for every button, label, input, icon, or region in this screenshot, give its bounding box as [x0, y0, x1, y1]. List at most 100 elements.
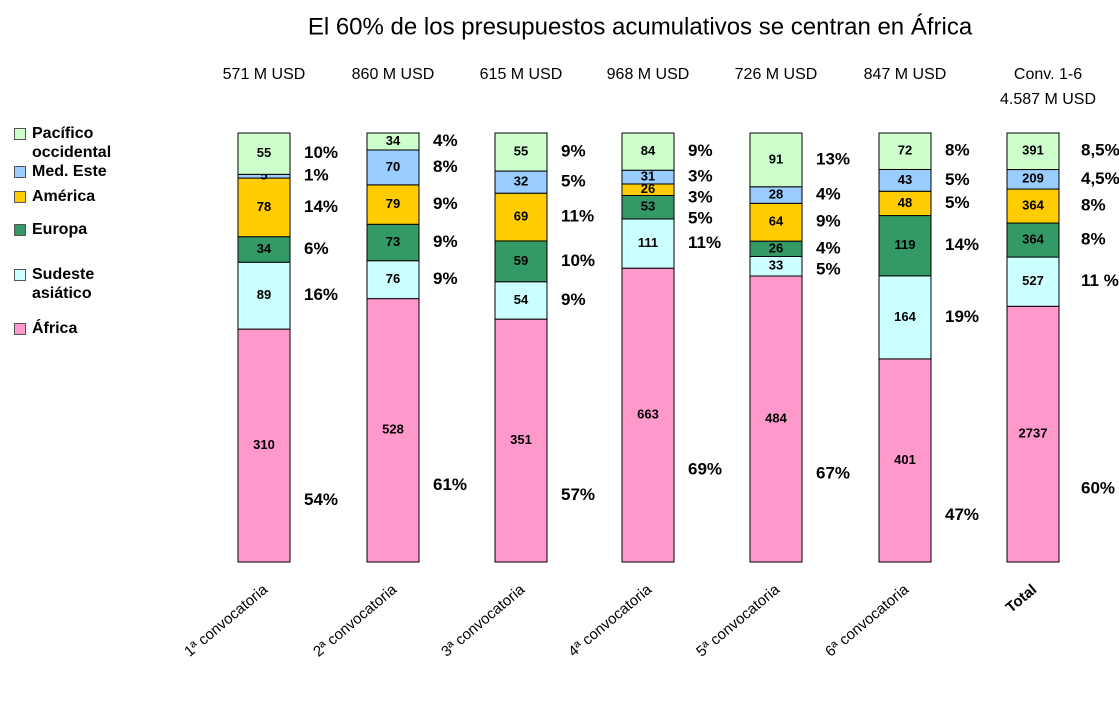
value-label: 34 [386, 133, 401, 148]
percent-label: 8,5% [1081, 141, 1119, 160]
x-tick-label: 4ª convocatoria [565, 581, 655, 661]
bar-segment [494, 240, 548, 283]
percent-label: 11 % [1081, 271, 1119, 290]
value-label: 43 [898, 172, 912, 187]
x-tick-label: 1ª convocatoria [181, 581, 271, 661]
value-label: 54 [514, 292, 529, 307]
value-label: 73 [386, 234, 400, 249]
percent-label: 9% [561, 290, 586, 309]
percent-label: 54% [304, 490, 338, 509]
bar-total-label: 571 M USD [223, 66, 306, 83]
value-label: 76 [386, 271, 400, 286]
bar-segment [1006, 256, 1060, 307]
bar-total-label: Conv. 1-6 [1014, 66, 1082, 83]
value-label: 69 [514, 209, 528, 224]
value-label: 32 [514, 174, 528, 189]
percent-label: 10% [561, 251, 595, 270]
value-label: 26 [769, 240, 783, 255]
value-label: 484 [765, 410, 787, 425]
bar-total-label: 847 M USD [864, 66, 947, 83]
bar-total-label: 726 M USD [735, 66, 818, 83]
value-label: 59 [514, 253, 528, 268]
chart-title: El 60% de los presupuestos acumulativos … [308, 13, 973, 40]
value-label: 84 [641, 143, 656, 158]
percent-label: 9% [433, 232, 458, 251]
value-label: 401 [894, 452, 916, 467]
percent-label: 69% [688, 460, 722, 479]
bar-segment [366, 132, 420, 151]
bar-segment [878, 190, 932, 217]
percent-label: 67% [816, 463, 850, 482]
percent-label: 3% [688, 188, 713, 207]
value-label: 64 [769, 214, 784, 229]
percent-label: 8% [1081, 196, 1106, 215]
percent-label: 14% [945, 235, 979, 254]
bar-segment [1006, 305, 1060, 563]
value-label: 53 [641, 199, 655, 214]
bar-segment [494, 318, 548, 563]
legend: Pacífico occidental Med. Este América Europ… [14, 124, 122, 338]
percent-label: 11% [561, 207, 594, 226]
value-label: 364 [1022, 197, 1044, 212]
value-label: 28 [769, 186, 783, 201]
value-label: 89 [257, 287, 271, 302]
percent-label: 5% [561, 172, 586, 191]
percent-label: 9% [561, 142, 586, 161]
value-label: 78 [257, 199, 271, 214]
bar-total-label: 4.587 M USD [1000, 91, 1096, 108]
legend-label: Pacífico occidental [32, 125, 112, 161]
value-label: 528 [382, 422, 404, 437]
percent-label: 16% [304, 285, 338, 304]
percent-label: 4% [816, 185, 841, 204]
bar-segment [878, 132, 932, 170]
value-label: 72 [898, 143, 912, 158]
legend-swatch [14, 269, 26, 281]
bar-segment [1006, 132, 1060, 171]
value-label: 79 [386, 196, 400, 211]
x-tick-label: 3ª convocatoria [438, 581, 528, 661]
percent-label: 5% [945, 193, 970, 212]
percent-label: 8% [945, 141, 970, 160]
legend-item: Europa [14, 220, 122, 239]
value-label: 663 [637, 407, 659, 422]
value-label: 391 [1022, 143, 1044, 158]
percent-label: 60% [1081, 479, 1115, 498]
bar-segment [237, 328, 291, 563]
percent-label: 14% [304, 197, 338, 216]
value-label: 34 [257, 241, 272, 256]
value-label: 48 [898, 195, 912, 210]
bar-segment [1006, 188, 1060, 224]
bar-segment [749, 275, 803, 563]
bar-segment [494, 281, 548, 320]
percent-label: 9% [433, 194, 458, 213]
value-label: 2737 [1019, 426, 1048, 441]
value-label: 364 [1022, 232, 1044, 247]
percent-label: 4% [816, 238, 841, 257]
percent-label: 5% [816, 259, 841, 278]
bar-segment [621, 218, 675, 269]
percent-label: 19% [945, 307, 979, 326]
value-label: 31 [641, 169, 655, 184]
value-label: 5 [260, 168, 267, 183]
legend-swatch [14, 128, 26, 140]
bar-segment [878, 358, 932, 563]
legend-item: África [14, 319, 122, 338]
bar-segment [366, 260, 420, 300]
percent-label: 6% [304, 239, 329, 258]
legend-label: Sudeste asiático [32, 266, 95, 302]
x-tick-label: 5ª convocatoria [693, 581, 783, 661]
value-label: 111 [638, 235, 658, 250]
x-tick-label: 6ª convocatoria [822, 581, 912, 661]
percent-label: 8% [433, 157, 458, 176]
legend-item: Sudeste asiático [14, 265, 122, 303]
percent-label: 11% [688, 233, 721, 252]
value-label: 91 [769, 151, 783, 166]
bar-segment [237, 261, 291, 330]
bar-total-label: 615 M USD [480, 66, 563, 83]
bar-segment [494, 192, 548, 242]
percent-label: 4% [433, 131, 458, 150]
bar-total-label: 968 M USD [607, 66, 690, 83]
value-label: 164 [894, 309, 916, 324]
bar-segment [749, 132, 803, 188]
